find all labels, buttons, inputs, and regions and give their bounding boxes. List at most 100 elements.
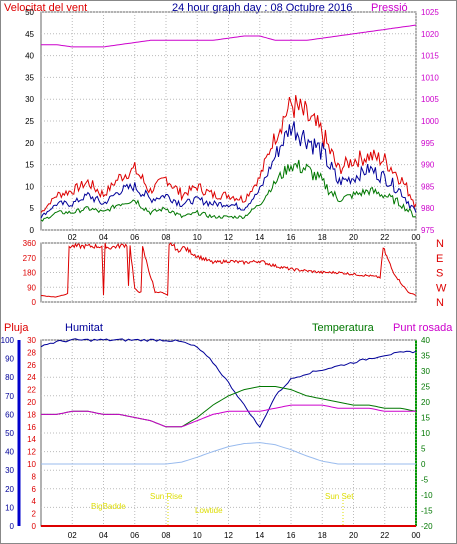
pressure-tick-label: 1010 xyxy=(421,73,439,82)
pressure-tick-label: 995 xyxy=(421,139,435,148)
pressure-tick-label: 985 xyxy=(421,182,435,191)
direction-series-red xyxy=(40,242,417,298)
pressure-tick-label: 975 xyxy=(421,226,435,235)
rain-tick-label: 22 xyxy=(27,386,36,395)
pressure-tick-label: 1005 xyxy=(421,95,439,104)
humidity-tick-label: 70 xyxy=(5,392,14,401)
temperature-tick-label: -15 xyxy=(421,507,433,516)
temperature-tick-label: -10 xyxy=(421,491,433,500)
pressure-tick-label: 1025 xyxy=(421,8,439,17)
humidity-tick-label: 90 xyxy=(5,355,14,364)
compass-label: S xyxy=(436,268,443,280)
wind-speed-tick-label: 5 xyxy=(30,204,35,213)
rain-tick-label: 0 xyxy=(32,522,37,531)
temp-time-tick-label: 06 xyxy=(130,531,139,540)
rain-tick-label: 26 xyxy=(27,361,36,370)
rain-tick-label: 6 xyxy=(32,485,37,494)
temp-time-tick-label: 22 xyxy=(380,531,389,540)
wind-speed-tick-label: 45 xyxy=(25,30,34,39)
humidity-legend: Humitat xyxy=(65,322,103,334)
humidity-tick-label: 80 xyxy=(5,373,14,382)
rain-tick-label: 30 xyxy=(27,336,36,345)
compass-label: E xyxy=(436,253,443,265)
annotation-lowtide: Lowtide xyxy=(195,506,223,515)
temperature-tick-label: 10 xyxy=(421,429,430,438)
annotation-sunset: Sun Set xyxy=(325,492,354,501)
wind-series-green xyxy=(40,159,417,222)
direction-tick-label: 90 xyxy=(27,283,36,292)
temperature-tick-label: 35 xyxy=(421,352,430,361)
wind-speed-tick-label: 30 xyxy=(25,95,34,104)
wind-time-tick-label: 20 xyxy=(349,233,358,242)
rain-tick-label: 4 xyxy=(32,497,37,506)
wind-series-red xyxy=(40,95,417,213)
temp-time-tick-label: 16 xyxy=(287,531,296,540)
rain-tick-label: 28 xyxy=(27,348,36,357)
humidity-tick-label: 50 xyxy=(5,429,14,438)
rain-tick-label: 14 xyxy=(27,435,36,444)
humidity-tick-label: 0 xyxy=(10,522,15,531)
wind-speed-tick-label: 15 xyxy=(25,161,34,170)
pressure-tick-label: 1015 xyxy=(421,52,439,61)
wind-speed-tick-label: 10 xyxy=(25,182,34,191)
temperature-legend: Temperatura xyxy=(312,322,375,334)
compass-label: W xyxy=(436,282,447,294)
rain-tick-label: 10 xyxy=(27,460,36,469)
wind-speed-tick-label: 20 xyxy=(25,139,34,148)
wind-speed-tick-label: 25 xyxy=(25,117,34,126)
temp-time-tick-label: 18 xyxy=(318,531,327,540)
temp-time-tick-label: 12 xyxy=(224,531,233,540)
annotation-sunrise: Sun Rise xyxy=(150,492,183,501)
temp-time-tick-label: 00 xyxy=(412,531,421,540)
wind-time-tick-label: 06 xyxy=(130,233,139,242)
temp-time-tick-label: 20 xyxy=(349,531,358,540)
temp-time-tick-label: 04 xyxy=(99,531,108,540)
rain-tick-label: 2 xyxy=(32,510,37,519)
humidity-tick-label: 60 xyxy=(5,410,14,419)
compass-label: N xyxy=(436,297,444,309)
temp-series-lightblue xyxy=(41,442,416,465)
wind-time-tick-label: 04 xyxy=(99,233,108,242)
rain-legend: Pluja xyxy=(4,322,29,334)
temp-time-tick-label: 02 xyxy=(68,531,77,540)
wind-time-tick-label: 00 xyxy=(412,233,421,242)
wind-time-tick-label: 10 xyxy=(193,233,202,242)
wind-time-tick-label: 18 xyxy=(318,233,327,242)
direction-tick-label: 270 xyxy=(23,254,37,263)
temperature-tick-label: 5 xyxy=(421,445,426,454)
compass-label: N xyxy=(436,238,444,250)
rain-tick-label: 16 xyxy=(27,423,36,432)
rain-tick-label: 24 xyxy=(27,373,36,382)
temp-time-tick-label: 14 xyxy=(255,531,264,540)
pressure-tick-label: 1000 xyxy=(421,117,439,126)
rain-tick-label: 20 xyxy=(27,398,36,407)
pressure-title: Pressió xyxy=(371,2,408,14)
rain-tick-label: 12 xyxy=(27,448,36,457)
wind-time-tick-label: 22 xyxy=(380,233,389,242)
annotation-bigbadde: BigBadde xyxy=(91,502,126,511)
wind-speed-tick-label: 0 xyxy=(30,226,35,235)
wind-speed-tick-label: 50 xyxy=(25,8,34,17)
pressure-tick-label: 980 xyxy=(421,204,435,213)
temperature-tick-label: 15 xyxy=(421,414,430,423)
wind-time-tick-label: 08 xyxy=(162,233,171,242)
humidity-tick-label: 40 xyxy=(5,448,14,457)
pressure-tick-label: 990 xyxy=(421,161,435,170)
pressure-tick-label: 1020 xyxy=(421,30,439,39)
wind-speed-tick-label: 40 xyxy=(25,52,34,61)
rain-tick-label: 8 xyxy=(32,472,37,481)
temp-series-magenta xyxy=(41,404,416,428)
rain-tick-label: 18 xyxy=(27,410,36,419)
temperature-tick-label: 40 xyxy=(421,336,430,345)
wind-series-blue xyxy=(40,121,417,219)
temperature-tick-label: -20 xyxy=(421,522,433,531)
temperature-tick-label: 25 xyxy=(421,383,430,392)
humidity-tick-label: 20 xyxy=(5,485,14,494)
temp-time-tick-label: 08 xyxy=(162,531,171,540)
humidity-tick-label: 10 xyxy=(5,503,14,512)
temperature-tick-label: 0 xyxy=(421,460,426,469)
wind-speed-title: Velocitat del vent xyxy=(4,2,87,14)
direction-tick-label: 0 xyxy=(32,298,37,307)
